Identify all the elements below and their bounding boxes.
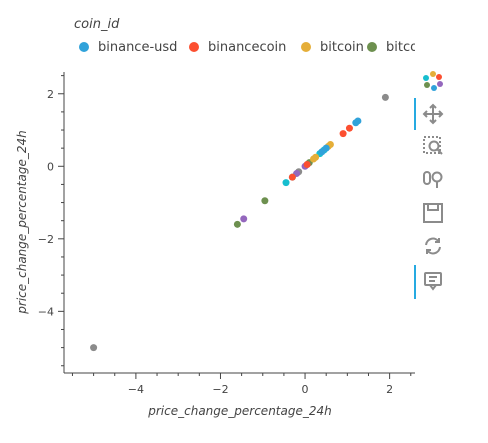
x-axis-label: price_change_percentage_24h bbox=[147, 404, 331, 418]
legend: binance-usd binancecoin bitcoin bitcoin-ca bbox=[79, 40, 415, 55]
legend-title: coin_id bbox=[74, 17, 120, 32]
active-tool-indicator bbox=[414, 98, 416, 130]
data-point bbox=[240, 215, 248, 223]
data-point bbox=[310, 155, 318, 163]
box-zoom-icon[interactable] bbox=[420, 133, 446, 159]
data-point bbox=[261, 197, 269, 205]
scatter-plot[interactable]: coin_id binance-usd binancecoin bitcoin bit… bbox=[0, 0, 415, 443]
legend-entry-label: bitcoin-ca bbox=[386, 40, 415, 55]
data-point bbox=[282, 179, 290, 187]
save-icon[interactable] bbox=[420, 200, 446, 226]
hover-icon[interactable] bbox=[420, 268, 446, 294]
data-point bbox=[318, 148, 326, 156]
y-tick-label: −4 bbox=[38, 305, 54, 318]
data-point bbox=[233, 220, 241, 228]
x-tick-label: −2 bbox=[212, 383, 228, 396]
legend-entry-label: bitcoin bbox=[320, 40, 364, 55]
wheel-zoom-icon[interactable] bbox=[420, 166, 446, 192]
y-tick-label: 0 bbox=[47, 160, 54, 173]
data-point bbox=[345, 124, 353, 132]
legend-swatch bbox=[367, 42, 377, 52]
active-tool-indicator bbox=[414, 265, 416, 299]
y-axis-label: price_change_percentage_24h bbox=[15, 130, 29, 314]
pan-icon[interactable] bbox=[420, 101, 446, 127]
legend-swatch bbox=[79, 42, 89, 52]
data-point bbox=[381, 93, 389, 101]
legend-swatch bbox=[189, 42, 199, 52]
data-point bbox=[90, 344, 98, 352]
bokeh-logo-icon[interactable] bbox=[420, 68, 446, 94]
reset-icon[interactable] bbox=[420, 233, 446, 259]
x-tick-label: 0 bbox=[302, 383, 309, 396]
data-point bbox=[288, 173, 296, 181]
legend-entry-label: binancecoin bbox=[208, 40, 286, 55]
axis-ticks: −4 −2 0 2 2 0 −2 −4 bbox=[38, 75, 412, 396]
y-tick-label: −2 bbox=[38, 233, 54, 246]
legend-swatch bbox=[301, 42, 311, 52]
plot-toolbar bbox=[414, 66, 450, 316]
y-tick-label: 2 bbox=[47, 88, 54, 101]
data-point bbox=[354, 117, 362, 125]
data-point bbox=[303, 160, 311, 168]
legend-entry-label: binance-usd bbox=[98, 40, 177, 55]
data-point bbox=[339, 130, 347, 138]
data-points bbox=[90, 93, 389, 352]
x-tick-label: −4 bbox=[128, 383, 144, 396]
x-tick-label: 2 bbox=[386, 383, 393, 396]
